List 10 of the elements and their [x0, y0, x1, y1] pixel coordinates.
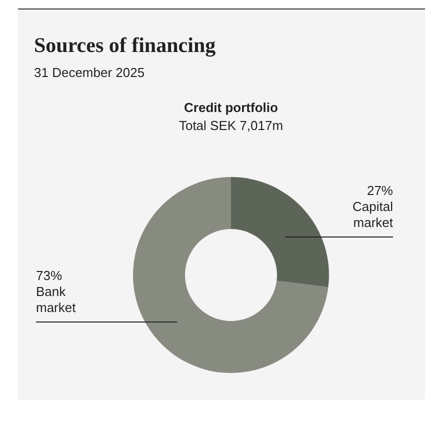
donut-slice	[133, 177, 328, 373]
chart-title: Sources of financing	[34, 33, 216, 57]
data-label: 73%	[36, 268, 62, 283]
data-label: 27%	[366, 183, 394, 198]
text: Total SEK 7,017m	[178, 118, 284, 133]
slice-label: Capital market	[352, 199, 394, 230]
slice-label: Bank market	[36, 284, 76, 315]
donut-slice	[231, 177, 329, 288]
chart-subtitle: 31 December 2025	[34, 65, 145, 80]
text: Credit portfolio	[184, 100, 278, 115]
